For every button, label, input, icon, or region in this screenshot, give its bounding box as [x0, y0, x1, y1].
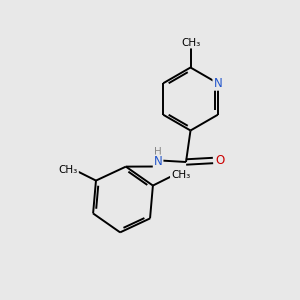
Text: O: O [215, 154, 224, 167]
Text: H: H [154, 147, 162, 157]
Text: N: N [213, 77, 222, 90]
Text: CH₃: CH₃ [171, 170, 190, 180]
Text: N: N [154, 155, 163, 169]
Text: CH₃: CH₃ [59, 165, 78, 175]
Text: CH₃: CH₃ [181, 38, 200, 48]
